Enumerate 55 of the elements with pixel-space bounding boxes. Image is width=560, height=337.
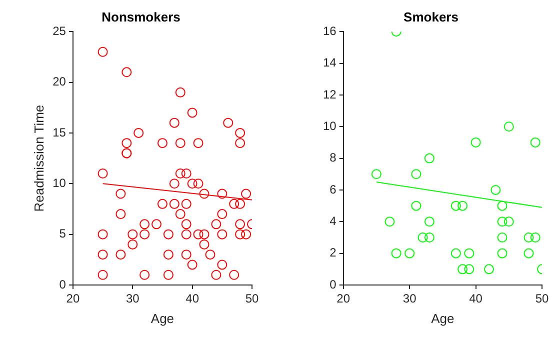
chart-title: Smokers bbox=[404, 9, 458, 24]
point bbox=[497, 248, 508, 258]
y-tick-label: 0 bbox=[330, 277, 337, 292]
point bbox=[530, 232, 540, 242]
y-tick-label: 5 bbox=[59, 226, 66, 241]
x-axis-title: Age bbox=[431, 310, 454, 326]
point bbox=[411, 200, 422, 211]
point bbox=[524, 232, 534, 242]
x-tick-label: 50 bbox=[245, 292, 259, 306]
point bbox=[464, 248, 474, 258]
point bbox=[424, 153, 434, 164]
y-tick-label: 2 bbox=[330, 246, 337, 260]
y-tick-label: 10 bbox=[322, 118, 337, 133]
y-tick-label: 0 bbox=[59, 277, 66, 292]
y-tick-label: 6 bbox=[330, 182, 337, 196]
point bbox=[411, 169, 422, 180]
y-tick-label: 20 bbox=[52, 74, 66, 89]
point bbox=[497, 200, 508, 211]
y-tick-label: 10 bbox=[52, 176, 66, 190]
point bbox=[391, 248, 402, 258]
point bbox=[424, 216, 434, 227]
point bbox=[504, 122, 514, 132]
point bbox=[450, 248, 461, 258]
point bbox=[470, 137, 481, 148]
y-tick-label: 8 bbox=[330, 150, 337, 165]
point bbox=[424, 232, 434, 242]
y-tick-label: 15 bbox=[52, 125, 66, 140]
point bbox=[484, 264, 494, 274]
point bbox=[524, 248, 534, 258]
x-tick-label: 30 bbox=[126, 292, 140, 306]
y-tick-label: 25 bbox=[52, 24, 66, 38]
point bbox=[450, 200, 461, 211]
y-tick-label: 4 bbox=[330, 214, 337, 228]
point bbox=[497, 232, 508, 242]
point bbox=[371, 169, 382, 180]
x-tick-label: 40 bbox=[469, 292, 483, 306]
y-axis-title: Readmission Time bbox=[31, 104, 46, 212]
point bbox=[384, 216, 395, 227]
point bbox=[490, 184, 501, 195]
point bbox=[458, 200, 468, 211]
x-axis-title: Age bbox=[150, 310, 174, 326]
y-tick-label: 16 bbox=[322, 24, 337, 38]
y-tick-label: 12 bbox=[322, 87, 337, 102]
point bbox=[404, 248, 415, 258]
y-tick-label: 14 bbox=[322, 56, 337, 70]
point bbox=[504, 216, 514, 227]
point bbox=[530, 137, 540, 148]
point bbox=[497, 216, 508, 227]
x-tick-label: 50 bbox=[535, 292, 549, 306]
point bbox=[418, 232, 428, 242]
chart-title: Nonsmokers bbox=[102, 9, 180, 24]
point bbox=[458, 264, 468, 274]
point bbox=[464, 264, 474, 274]
x-tick-label: 40 bbox=[186, 292, 200, 306]
x-tick-label: 30 bbox=[402, 292, 417, 306]
